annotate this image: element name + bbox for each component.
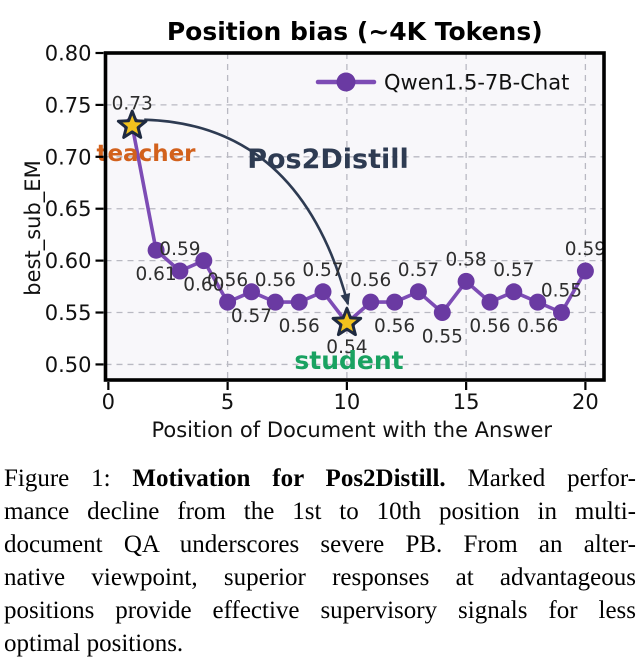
y-tick-label: 0.65 <box>45 197 92 221</box>
point-value-label: 0.57 <box>398 260 439 281</box>
point-value-label: 0.57 <box>493 260 534 281</box>
point-value-label: 0.55 <box>422 327 463 348</box>
pos2distill-arrow <box>144 118 351 306</box>
chart-title: Position bias (~4K Tokens) <box>167 17 543 46</box>
point-value-label: 0.56 <box>517 316 558 337</box>
point-value-label: 0.56 <box>207 270 248 291</box>
y-axis-label: best_sub_EM <box>21 160 46 295</box>
caption-line-2: mance decline from the 1st to 10th posit… <box>4 498 636 525</box>
data-point <box>457 272 475 290</box>
point-value-label: 0.57 <box>302 260 343 281</box>
point-value-label: 0.58 <box>445 249 486 270</box>
figure-chart: Qwen1.5-7B-Chat 0.73 0.61 0.59 0.60 0.56 0.57 0… <box>21 17 606 442</box>
data-point <box>386 293 404 311</box>
y-tick-label: 0.55 <box>45 301 92 325</box>
y-tick-label: 0.70 <box>45 145 92 169</box>
data-point <box>290 293 308 311</box>
caption-line-1: Figure 1: Motivation for Pos2Distill. Ma… <box>4 462 636 495</box>
point-value-label: 0.56 <box>374 316 415 337</box>
data-point <box>362 293 380 311</box>
x-tick-label: 5 <box>221 390 234 414</box>
caption-figure-label: Figure 1: <box>4 465 133 492</box>
point-value-label: 0.59 <box>565 239 606 260</box>
y-tick-label: 0.80 <box>45 42 92 66</box>
data-point <box>576 262 594 280</box>
caption-bold-title: Motivation for Pos2Distill. <box>132 465 446 492</box>
axes-spines <box>103 51 606 382</box>
caption-line1-rest: Marked perfor- <box>445 465 636 492</box>
point-value-label: 0.56 <box>255 270 296 291</box>
data-point <box>171 262 189 280</box>
point-value-label: 0.73 <box>112 94 153 115</box>
star-marker-teacher <box>116 109 148 139</box>
data-point <box>553 304 570 321</box>
figure-caption: Figure 1: Motivation for Pos2Distill. Ma… <box>0 450 640 660</box>
point-value-label: 0.60 <box>183 275 224 296</box>
position-bias-chart: Qwen1.5-7B-Chat0.730.610.590.600.560.570… <box>21 17 606 442</box>
point-value-label: 0.56 <box>469 316 510 337</box>
caption-line-3: document QA underscores severe PB. From … <box>4 531 636 558</box>
pos2distill-label: Pos2Distill <box>247 144 409 175</box>
x-tick-label: 20 <box>572 390 599 414</box>
point-value-label: 0.59 <box>159 239 200 260</box>
point-value-label: 0.56 <box>350 270 391 291</box>
x-axis-label: Position of Document with the Answer <box>151 418 552 442</box>
point-value-label: 0.61 <box>135 264 176 285</box>
data-point <box>266 293 284 311</box>
data-point <box>147 241 165 259</box>
y-tick-label: 0.60 <box>45 249 92 273</box>
x-tick-label: 0 <box>102 390 115 414</box>
caption-line-4: native viewpoint, superior responses at … <box>4 564 636 591</box>
legend-label: Qwen1.5-7B-Chat <box>384 71 569 95</box>
legend-marker-sample <box>336 72 356 92</box>
data-point <box>314 283 332 301</box>
caption-line-5: positions provide effective supervisory … <box>4 597 636 624</box>
teacher-label: teacher <box>96 141 196 167</box>
data-point <box>481 293 499 311</box>
data-point <box>243 283 260 301</box>
data-point <box>529 293 547 311</box>
y-tick-label: 0.75 <box>45 93 92 117</box>
data-point <box>505 283 523 301</box>
point-value-label: 0.55 <box>541 281 582 302</box>
x-tick-label: 15 <box>453 390 480 414</box>
caption-line-6: optimal positions. <box>4 630 184 657</box>
point-value-label: 0.57 <box>231 306 272 327</box>
data-point <box>195 252 213 270</box>
data-point <box>409 283 427 301</box>
data-point <box>219 293 237 311</box>
x-tick-label: 10 <box>334 390 361 414</box>
point-value-label: 0.56 <box>279 316 320 337</box>
star-marker-student <box>331 306 363 337</box>
y-tick-label: 0.50 <box>45 353 92 377</box>
point-value-label: 0.54 <box>326 337 367 358</box>
student-label: student <box>294 346 403 375</box>
data-point <box>433 304 451 321</box>
